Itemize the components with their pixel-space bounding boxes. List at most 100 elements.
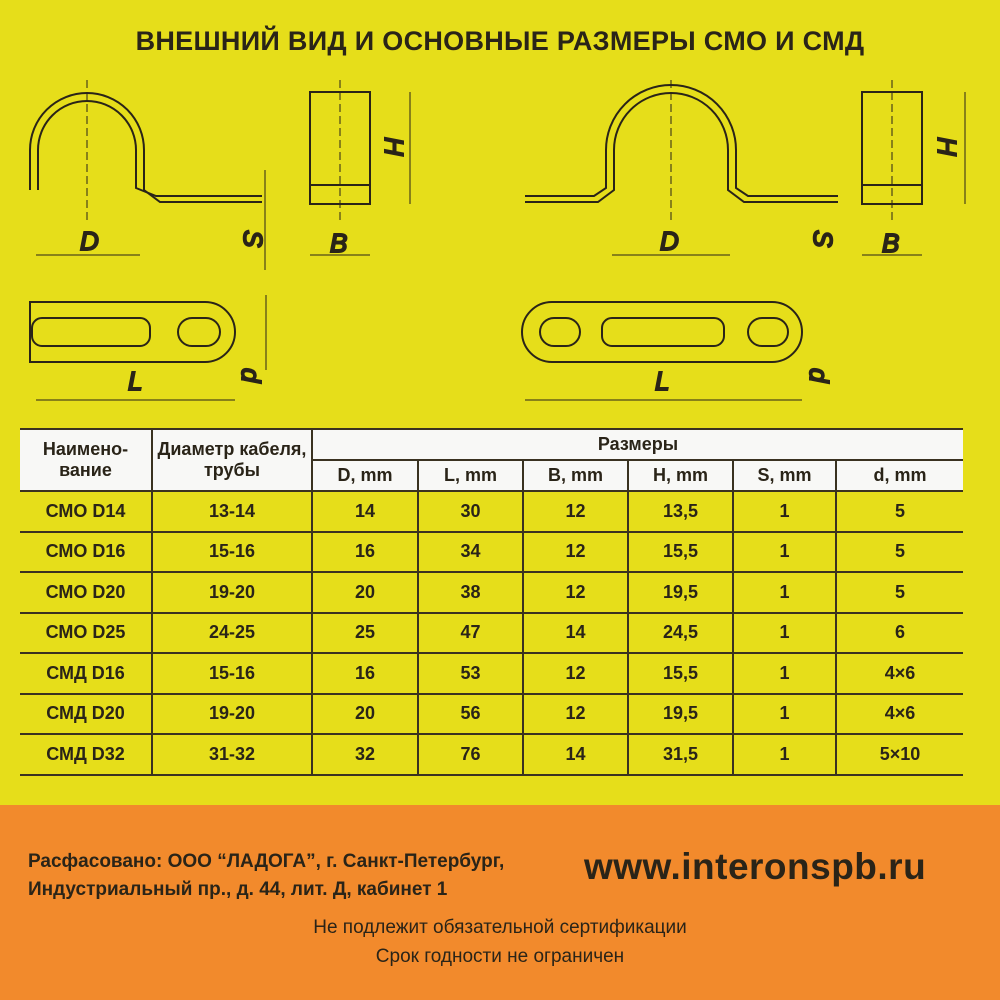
table-cell: СМД D16 xyxy=(20,652,153,695)
table-row: СМО D14 13-14 14 30 12 13,5 1 5 xyxy=(20,490,964,533)
table-cell: 19-20 xyxy=(151,571,313,614)
table-cell: СМО D20 xyxy=(20,571,153,614)
table-cell: 47 xyxy=(417,611,524,654)
table-cell: 76 xyxy=(417,733,524,776)
packer-address: Расфасовано: ООО “ЛАДОГА”, г. Санкт-Пете… xyxy=(28,848,504,904)
table-cell: 5 xyxy=(834,530,964,573)
table-row: СМО D16 15-16 16 34 12 15,5 1 5 xyxy=(20,530,964,573)
table-cell: 31-32 xyxy=(151,733,313,776)
table-cell: 14 xyxy=(311,490,419,533)
table-cell: 1 xyxy=(732,692,837,735)
table-cell: 16 xyxy=(311,652,419,695)
table-cell: 38 xyxy=(417,571,524,614)
label-H: H xyxy=(932,137,962,156)
smd-side-view: D S xyxy=(525,80,839,257)
page-title: ВНЕШНИЙ ВИД И ОСНОВНЫЕ РАЗМЕРЫ СМО И СМД xyxy=(135,26,865,56)
table-cell: СМД D32 xyxy=(20,733,153,776)
table-row: СМО D25 24-25 25 47 14 24,5 1 6 xyxy=(20,611,964,654)
sizes-table: Наимено-вание Диаметр кабеля, трубы Разм… xyxy=(20,428,964,776)
table-cell: 15,5 xyxy=(627,530,734,573)
table-cell: 6 xyxy=(834,611,964,654)
header-size-col: S, mm xyxy=(732,459,837,492)
footer-band xyxy=(0,805,1000,1000)
header-size-col: B, mm xyxy=(522,459,629,492)
table-cell: 1 xyxy=(732,571,837,614)
certification-note: Не подлежит обязательной сертификации xyxy=(313,917,687,938)
table-cell: 15-16 xyxy=(151,652,313,695)
table-cell: СМО D16 xyxy=(20,530,153,573)
table-cell: СМД D20 xyxy=(20,692,153,735)
smo-top-view: L d xyxy=(29,295,267,401)
table-cell: 14 xyxy=(522,611,629,654)
smd-front-view: B H xyxy=(861,80,966,259)
label-d: d xyxy=(236,368,266,384)
table-cell: 1 xyxy=(732,652,837,695)
header-name: Наимено-вание xyxy=(20,428,153,492)
table-cell: 12 xyxy=(522,530,629,573)
shelf-life-note: Срок годности не ограничен xyxy=(375,946,625,967)
table-cell: 12 xyxy=(522,652,629,695)
table-cell: 12 xyxy=(522,692,629,735)
table-row: СМД D32 31-32 32 76 14 31,5 1 5×10 xyxy=(20,733,964,776)
header-size-col: H, mm xyxy=(627,459,734,492)
table-cell: 1 xyxy=(732,611,837,654)
table-cell: 5 xyxy=(834,571,964,614)
table-cell: 19-20 xyxy=(151,692,313,735)
label-d: d xyxy=(804,368,834,384)
table-cell: 14 xyxy=(522,733,629,776)
table-cell: 16 xyxy=(311,530,419,573)
clip-diagrams: D S B H L d D S B H xyxy=(29,80,966,401)
label-S: S xyxy=(808,230,838,248)
table-row: СМО D20 19-20 20 38 12 19,5 1 5 xyxy=(20,571,964,614)
address-line-1: Расфасовано: ООО “ЛАДОГА”, г. Санкт-Пете… xyxy=(28,851,505,872)
table-cell: 24,5 xyxy=(627,611,734,654)
table-cell: 15-16 xyxy=(151,530,313,573)
table-cell: 12 xyxy=(522,490,629,533)
table-cell: 1 xyxy=(732,530,837,573)
table-row: СМД D16 15-16 16 53 12 15,5 1 4×6 xyxy=(20,652,964,695)
table-cell: 31,5 xyxy=(627,733,734,776)
table-cell: 24-25 xyxy=(151,611,313,654)
smo-side-view: D S xyxy=(29,80,269,270)
table-cell: 4×6 xyxy=(834,692,964,735)
label-B: B xyxy=(330,228,347,258)
label-D: D xyxy=(80,226,99,256)
table-cell: 12 xyxy=(522,571,629,614)
table-cell: СМО D14 xyxy=(20,490,153,533)
header-sizes: Размеры xyxy=(310,428,964,461)
table-cell: 34 xyxy=(417,530,524,573)
header-diameter: Диаметр кабеля, трубы xyxy=(151,428,313,492)
smd-top-view: L d xyxy=(521,301,835,401)
table-cell: 20 xyxy=(311,571,419,614)
table-cell: 1 xyxy=(732,733,837,776)
label-D: D xyxy=(660,226,679,256)
table-cell: 13-14 xyxy=(151,490,313,533)
table-cell: 5 xyxy=(834,490,964,533)
table-cell: 19,5 xyxy=(627,571,734,614)
smo-front-view: B H xyxy=(309,80,411,259)
table-cell: 4×6 xyxy=(834,652,964,695)
table-cell: 56 xyxy=(417,692,524,735)
table-cell: 19,5 xyxy=(627,692,734,735)
table-cell: 1 xyxy=(732,490,837,533)
header-size-col: D, mm xyxy=(312,459,419,492)
header-size-col: d, mm xyxy=(834,459,964,492)
table-cell: 32 xyxy=(311,733,419,776)
table-cell: 30 xyxy=(417,490,524,533)
table-row: СМД D20 19-20 20 56 12 19,5 1 4×6 xyxy=(20,692,964,735)
header-size-col: L, mm xyxy=(417,459,524,492)
table-cell: 5×10 xyxy=(834,733,964,776)
table-cell: СМО D25 xyxy=(20,611,153,654)
table-cell: 25 xyxy=(311,611,419,654)
label-H: H xyxy=(379,137,409,156)
label-L: L xyxy=(655,366,669,396)
label-L: L xyxy=(128,366,142,396)
label-B: B xyxy=(882,228,899,258)
address-line-2: Индустриальный пр., д. 44, лит. Д, кабин… xyxy=(28,879,448,900)
website: www.interonspb.ru xyxy=(584,846,927,887)
table-cell: 20 xyxy=(311,692,419,735)
table-cell: 13,5 xyxy=(627,490,734,533)
table-cell: 15,5 xyxy=(627,652,734,695)
table-cell: 53 xyxy=(417,652,524,695)
label-S: S xyxy=(238,230,268,248)
